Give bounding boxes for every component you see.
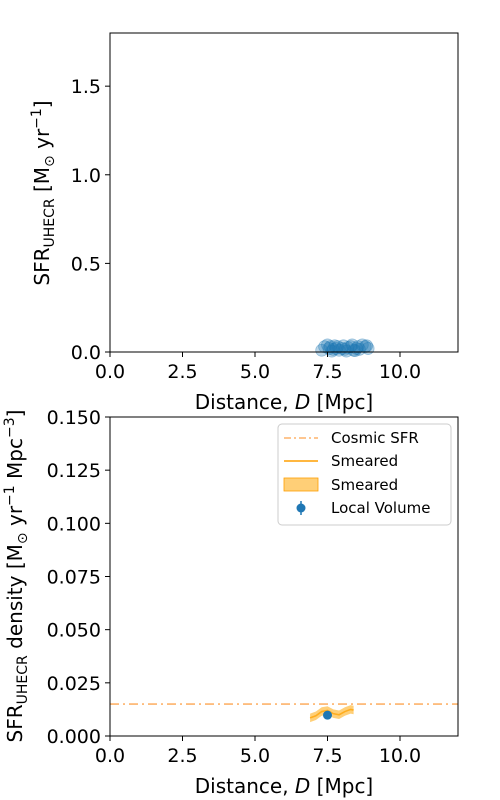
y-tick-label: 0.150 [47,407,101,429]
scatter-point [325,344,339,358]
bottom-x-axis-label: Distance, D [Mpc] [195,774,374,798]
x-tick-label: 10.0 [379,745,421,767]
y-tick-label: 0.000 [47,726,101,748]
x-tick-label: 7.5 [312,745,342,767]
y-tick-label: 1.0 [71,165,101,187]
bottom-panel: 0.0 2.5 5.0 7.5 10.0 0.000 0.025 0.050 0.075 0.1… [2,407,459,798]
scatter-point [315,343,329,357]
y-tick-label: 0.025 [47,673,101,695]
legend-box [277,423,452,526]
scatter-point [329,342,343,355]
legend-label-smeared-line: Smeared [331,452,398,470]
y-tick-label: 0.125 [47,460,101,482]
scatter-point [347,343,361,357]
top-y-axis-label: SFRUHECR [M⊙ yr−1] [29,100,58,285]
y-tick-label: 0.5 [71,253,101,275]
bottom-x-ticks: 0.0 2.5 5.0 7.5 10.0 [95,736,421,767]
scatter-point [351,340,365,354]
scatter-point [348,344,362,357]
x-tick-label: 2.5 [167,745,197,767]
legend-label-smeared-band: Smeared [331,476,398,494]
scatter-point [331,340,345,354]
x-tick-label: 10.0 [379,361,421,383]
top-y-ticks: 0.0 0.5 1.0 1.5 [71,76,110,364]
y-tick-label: 0.100 [47,513,101,535]
x-tick-label: 5.0 [240,361,270,383]
y-tick-label: 0.050 [47,620,101,642]
top-axes-frame [109,32,459,353]
scatter-point [322,342,336,355]
x-tick-label: 0.0 [95,361,125,383]
scatter-point [332,343,346,357]
scatter-point [341,341,355,354]
bottom-y-axis-label: SFRUHECR density [M⊙ yr−1 Mpc−3] [2,410,31,743]
scatter-point [350,342,363,355]
top-scatter-points [315,338,375,358]
x-tick-label: 2.5 [167,361,197,383]
legend: Cosmic SFR Smeared Smeared Local Volume [277,423,452,526]
scatter-point [361,342,375,355]
top-x-axis-label: Distance, D [Mpc] [195,390,374,414]
bottom-y-ticks: 0.000 0.025 0.050 0.075 0.100 0.125 0.150 [47,407,110,748]
x-tick-label: 7.5 [312,361,342,383]
scatter-point [339,344,353,358]
top-panel: 0.0 2.5 5.0 7.5 10.0 0.0 0.5 1.0 1.5 Distance, … [29,32,459,414]
scatter-point [358,340,372,354]
legend-label-local-volume: Local Volume [331,499,430,517]
scatter-point [355,338,369,352]
y-tick-label: 0.0 [71,342,101,364]
scatter-point [344,340,358,354]
x-tick-label: 0.0 [95,745,125,767]
scatter-point [345,338,359,352]
top-x-ticks: 0.0 2.5 5.0 7.5 10.0 [95,352,421,383]
scatter-point [321,338,334,352]
scatter-point [335,342,349,355]
smeared-band [310,705,354,723]
local-volume-point [323,710,332,720]
legend-handle-smeared-band [283,477,319,492]
legend-handle-local-volume-marker [296,503,306,513]
y-tick-label: 0.075 [47,567,101,589]
bottom-series [110,703,458,723]
x-tick-label: 5.0 [240,745,270,767]
scatter-point [318,340,332,354]
legend-label-cosmic-sfr: Cosmic SFR [331,429,419,447]
y-tick-label: 1.5 [71,76,101,98]
scatter-point [323,340,337,354]
